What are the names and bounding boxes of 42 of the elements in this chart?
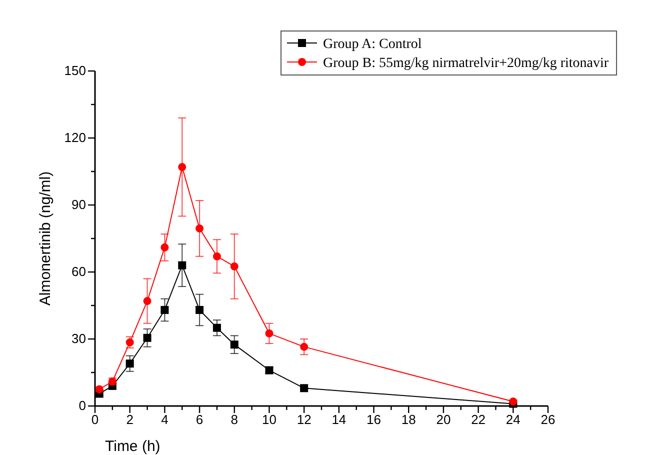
x-tick-label: 24 [506,412,520,428]
x-tick-label: 18 [401,412,416,428]
point [143,334,152,342]
y-tick-label: 120 [64,130,86,146]
point [95,385,104,394]
y-tick-label: 60 [72,264,86,280]
point [160,243,169,252]
point [212,252,221,260]
x-tick-label: 10 [262,412,276,428]
point [196,224,204,232]
x-tick-label: 6 [196,412,204,428]
point [230,340,238,349]
point [265,329,274,338]
point [196,306,204,314]
x-tick-label: 14 [332,412,346,428]
y-tick-label: 90 [72,197,86,212]
y-tick-label: 0 [78,398,86,414]
y-axis-title: Almonertinib (ng/ml) [37,171,54,306]
point [230,262,238,270]
legend-label: Group B: 55mg/kg nirmatrelvir+20mg/kg ritonavir [323,56,609,71]
x-tick-label: 20 [436,412,451,428]
x-tick-label: 2 [126,412,134,428]
y-tick-label: 150 [64,63,86,78]
point [126,360,134,368]
x-tick-label: 8 [230,412,238,428]
x-tick-label: 26 [540,412,556,428]
point [126,338,134,346]
x-tick-label: 16 [366,412,382,428]
x-tick-label: 0 [91,412,99,428]
point [178,261,186,270]
legend-label: Group A: Control [323,37,422,52]
point [300,342,308,351]
point [143,297,152,306]
point [300,384,308,392]
point [212,324,221,332]
x-tick-label: 22 [471,412,486,428]
x-axis-title: Time (h) [105,438,160,455]
point [160,306,169,314]
y-tick-label: 30 [72,331,86,346]
x-tick-label: 12 [296,412,312,428]
point [178,163,186,172]
x-tick-label: 4 [161,412,168,428]
